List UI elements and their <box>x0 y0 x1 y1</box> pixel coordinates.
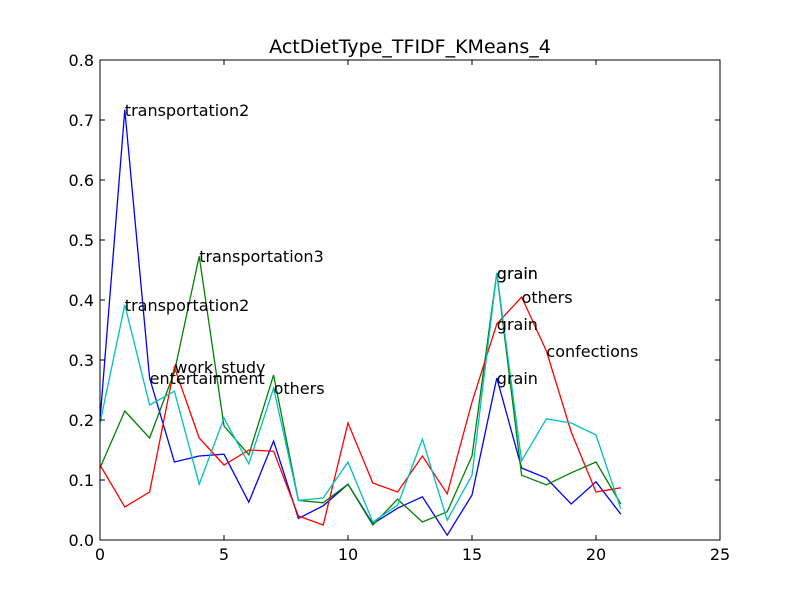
y-tick-label: 0.4 <box>69 291 94 310</box>
y-tick-label: 0.8 <box>69 51 94 70</box>
annotation-layer: transportation2 transportation2 transporta… <box>125 101 639 398</box>
annotation-label-4: work_study <box>174 358 265 378</box>
annotation-label-1: transportation2 <box>125 101 250 120</box>
annotation-label-7: grain <box>497 264 538 283</box>
y-tick-label: 0.0 <box>69 531 94 550</box>
annotation-label-11: others <box>522 288 573 307</box>
axis-layer: 0 5 10 15 20 25 0.0 0.1 0.2 0.3 0.4 0.5 0.6 0.7 0.8 <box>69 51 731 564</box>
annotation-label-3: transportation3 <box>199 247 324 266</box>
x-tick-label: 15 <box>462 545 482 564</box>
series-line-1 <box>99 109 622 537</box>
annotation-label-6: others <box>274 379 325 398</box>
annotation-label-2: transportation2 <box>125 296 250 315</box>
series-line-3 <box>99 295 621 526</box>
x-tick-label: 5 <box>219 545 229 564</box>
y-tick-label: 0.7 <box>69 111 94 130</box>
annotation-label-12: confections <box>546 342 638 361</box>
x-tick-label: 25 <box>710 545 730 564</box>
y-tick-label: 0.1 <box>69 471 94 490</box>
annotation-label-5: entertainment <box>150 369 265 388</box>
y-tick-label: 0.6 <box>69 171 94 190</box>
series-line-2 <box>99 256 622 527</box>
annotation-label-9: grain <box>497 315 538 334</box>
y-tick-label: 0.2 <box>69 411 94 430</box>
annotation-label-10: grain <box>497 369 538 388</box>
y-tick-label: 0.3 <box>69 351 94 370</box>
series-layer <box>99 109 622 537</box>
series-line-4 <box>99 272 622 523</box>
chart-title: ActDietType_TFIDF_KMeans_4 <box>269 36 551 58</box>
y-tick-label: 0.5 <box>69 231 94 250</box>
x-tick-label: 20 <box>586 545 606 564</box>
annotation-label-8: grain <box>497 264 538 283</box>
x-tick-label: 0 <box>95 545 105 564</box>
x-tick-label: 10 <box>338 545 358 564</box>
